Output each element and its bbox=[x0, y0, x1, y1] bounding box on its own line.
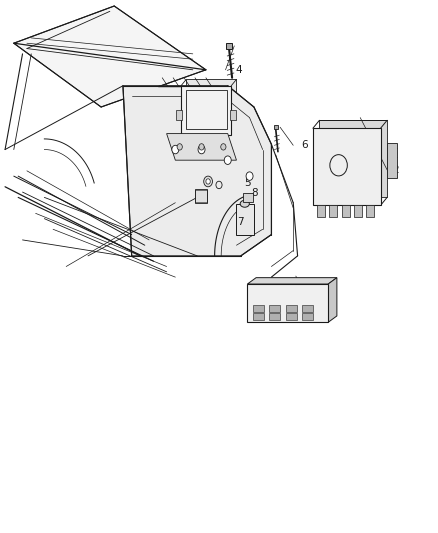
Polygon shape bbox=[166, 168, 226, 193]
Bar bbox=[302, 305, 313, 312]
Polygon shape bbox=[166, 134, 237, 160]
Bar bbox=[302, 313, 313, 320]
Circle shape bbox=[204, 176, 212, 187]
Text: 6: 6 bbox=[301, 140, 307, 150]
Bar bbox=[253, 313, 264, 320]
Bar bbox=[286, 313, 297, 320]
Bar bbox=[274, 125, 278, 130]
Bar bbox=[286, 305, 297, 312]
Circle shape bbox=[221, 144, 226, 150]
Text: 3: 3 bbox=[170, 135, 177, 145]
Bar bbox=[244, 193, 253, 201]
Polygon shape bbox=[328, 278, 337, 322]
Ellipse shape bbox=[240, 200, 249, 207]
Bar bbox=[319, 120, 387, 197]
Bar bbox=[195, 190, 207, 202]
Text: 7: 7 bbox=[237, 217, 243, 228]
Polygon shape bbox=[247, 278, 337, 284]
Circle shape bbox=[246, 172, 253, 180]
Bar bbox=[226, 43, 232, 49]
Bar bbox=[176, 110, 182, 120]
Bar bbox=[366, 205, 374, 217]
Bar bbox=[354, 205, 362, 217]
Bar bbox=[317, 205, 325, 217]
Bar bbox=[186, 90, 227, 130]
Text: 4: 4 bbox=[235, 65, 242, 75]
Circle shape bbox=[172, 146, 179, 154]
Polygon shape bbox=[14, 6, 206, 107]
Circle shape bbox=[206, 179, 210, 184]
Bar bbox=[329, 205, 337, 217]
Bar bbox=[236, 204, 254, 235]
Circle shape bbox=[198, 146, 205, 154]
Bar bbox=[313, 128, 381, 205]
Bar bbox=[387, 143, 397, 178]
Bar bbox=[195, 189, 207, 203]
FancyBboxPatch shape bbox=[186, 79, 237, 128]
Bar bbox=[253, 305, 264, 312]
Bar bbox=[230, 110, 237, 120]
Bar bbox=[247, 284, 328, 322]
Text: 1: 1 bbox=[318, 306, 325, 317]
Circle shape bbox=[199, 144, 204, 150]
Circle shape bbox=[177, 144, 182, 150]
Bar bbox=[342, 205, 350, 217]
Text: 8: 8 bbox=[251, 188, 258, 198]
Text: 5: 5 bbox=[244, 177, 251, 188]
Bar bbox=[269, 305, 280, 312]
Polygon shape bbox=[123, 86, 272, 256]
FancyBboxPatch shape bbox=[181, 86, 231, 135]
Circle shape bbox=[224, 156, 231, 165]
Bar bbox=[269, 313, 280, 320]
Text: 2: 2 bbox=[392, 165, 399, 175]
